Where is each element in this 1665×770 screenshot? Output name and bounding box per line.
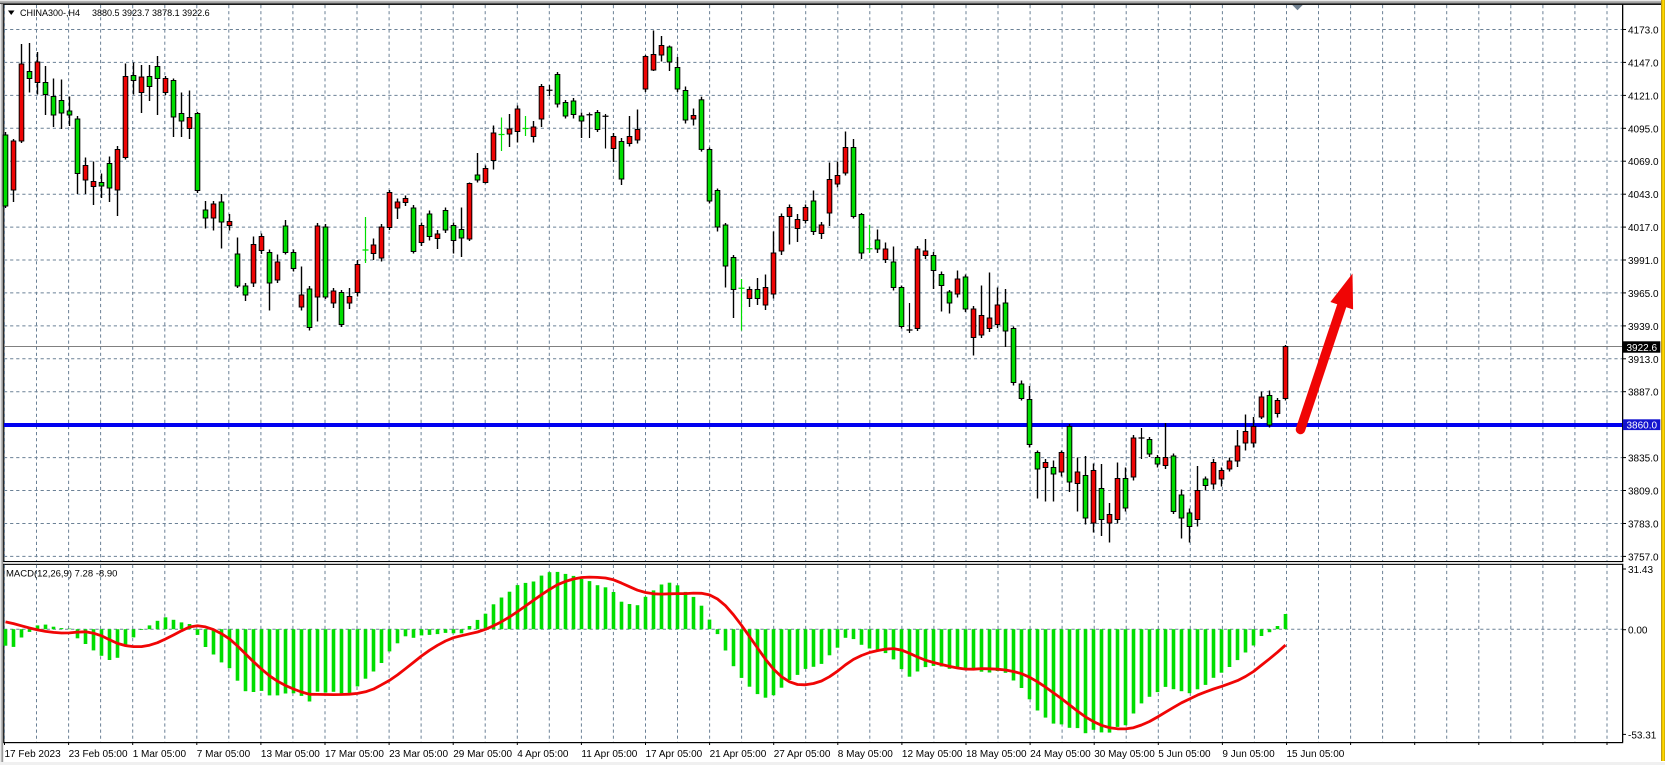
svg-text:3835.0: 3835.0: [1628, 454, 1659, 465]
svg-text:4095.0: 4095.0: [1628, 124, 1659, 135]
svg-text:3860.0: 3860.0: [1627, 421, 1658, 432]
svg-text:17 Feb 2023: 17 Feb 2023: [5, 749, 62, 760]
svg-text:31.43: 31.43: [1628, 565, 1653, 576]
svg-text:3939.0: 3939.0: [1628, 322, 1659, 333]
svg-text:3783.0: 3783.0: [1628, 520, 1659, 531]
svg-text:9 Jun 05:00: 9 Jun 05:00: [1222, 749, 1275, 760]
svg-text:3809.0: 3809.0: [1628, 487, 1659, 498]
svg-text:18 May 05:00: 18 May 05:00: [966, 749, 1027, 760]
svg-text:3991.0: 3991.0: [1628, 256, 1659, 267]
svg-text:4121.0: 4121.0: [1628, 91, 1659, 102]
svg-text:23 Feb 05:00: 23 Feb 05:00: [69, 749, 128, 760]
svg-text:21 Apr 05:00: 21 Apr 05:00: [710, 749, 767, 760]
svg-text:8 May 05:00: 8 May 05:00: [838, 749, 893, 760]
svg-text:5 Jun 05:00: 5 Jun 05:00: [1158, 749, 1211, 760]
svg-text:3913.0: 3913.0: [1628, 355, 1659, 366]
svg-text:27 Apr 05:00: 27 Apr 05:00: [774, 749, 831, 760]
svg-text:4 Apr 05:00: 4 Apr 05:00: [517, 749, 569, 760]
svg-text:MACD(12,26,9) 7.28 -8.90: MACD(12,26,9) 7.28 -8.90: [6, 569, 117, 580]
svg-text:12 May 05:00: 12 May 05:00: [902, 749, 963, 760]
svg-text:-53.31: -53.31: [1628, 730, 1657, 741]
svg-text:4147.0: 4147.0: [1628, 58, 1659, 69]
svg-text:29 Mar 05:00: 29 Mar 05:00: [453, 749, 512, 760]
svg-text:30 May 05:00: 30 May 05:00: [1094, 749, 1155, 760]
svg-text:17 Apr 05:00: 17 Apr 05:00: [646, 749, 703, 760]
svg-text:CHINA300-,H4: CHINA300-,H4: [20, 8, 80, 18]
svg-text:15 Jun 05:00: 15 Jun 05:00: [1287, 749, 1345, 760]
svg-text:24 May 05:00: 24 May 05:00: [1030, 749, 1091, 760]
svg-text:3922.6: 3922.6: [1627, 343, 1658, 354]
svg-text:4043.0: 4043.0: [1628, 190, 1659, 201]
svg-text:0.00: 0.00: [1628, 626, 1648, 637]
svg-text:17 Mar 05:00: 17 Mar 05:00: [325, 749, 384, 760]
svg-text:1 Mar 05:00: 1 Mar 05:00: [133, 749, 187, 760]
svg-text:13 Mar 05:00: 13 Mar 05:00: [261, 749, 320, 760]
svg-text:11 Apr 05:00: 11 Apr 05:00: [581, 749, 637, 760]
svg-text:3757.0: 3757.0: [1628, 552, 1659, 563]
svg-text:4017.0: 4017.0: [1628, 223, 1659, 234]
svg-text:3880.5 3923.7 3878.1 3922.6: 3880.5 3923.7 3878.1 3922.6: [92, 8, 210, 18]
svg-text:3965.0: 3965.0: [1628, 289, 1659, 300]
svg-text:4069.0: 4069.0: [1628, 157, 1659, 168]
svg-text:23 Mar 05:00: 23 Mar 05:00: [389, 749, 448, 760]
svg-text:7 Mar 05:00: 7 Mar 05:00: [197, 749, 251, 760]
svg-text:3887.0: 3887.0: [1628, 388, 1659, 399]
svg-text:4173.0: 4173.0: [1628, 26, 1659, 37]
